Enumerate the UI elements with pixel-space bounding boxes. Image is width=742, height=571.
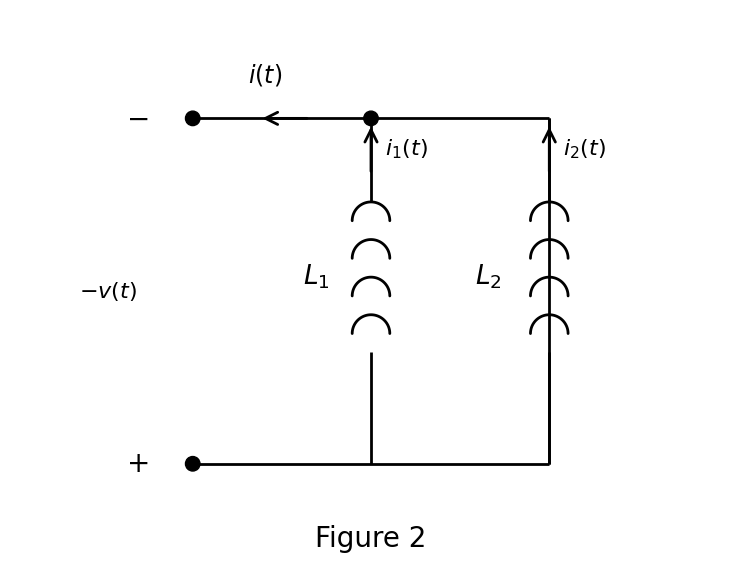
Text: $i_1(t)$: $i_1(t)$	[385, 137, 427, 161]
Text: $i_2(t)$: $i_2(t)$	[563, 137, 606, 161]
Circle shape	[364, 111, 378, 126]
Text: Figure 2: Figure 2	[315, 525, 427, 553]
Text: $-$: $-$	[126, 104, 148, 132]
Circle shape	[186, 457, 200, 471]
Text: $i(t)$: $i(t)$	[248, 62, 282, 88]
Circle shape	[186, 111, 200, 126]
Text: $L_1$: $L_1$	[303, 263, 329, 291]
Text: $+$: $+$	[126, 450, 148, 478]
Text: $L_2$: $L_2$	[475, 263, 502, 291]
Text: $-v(t)$: $-v(t)$	[79, 280, 137, 303]
